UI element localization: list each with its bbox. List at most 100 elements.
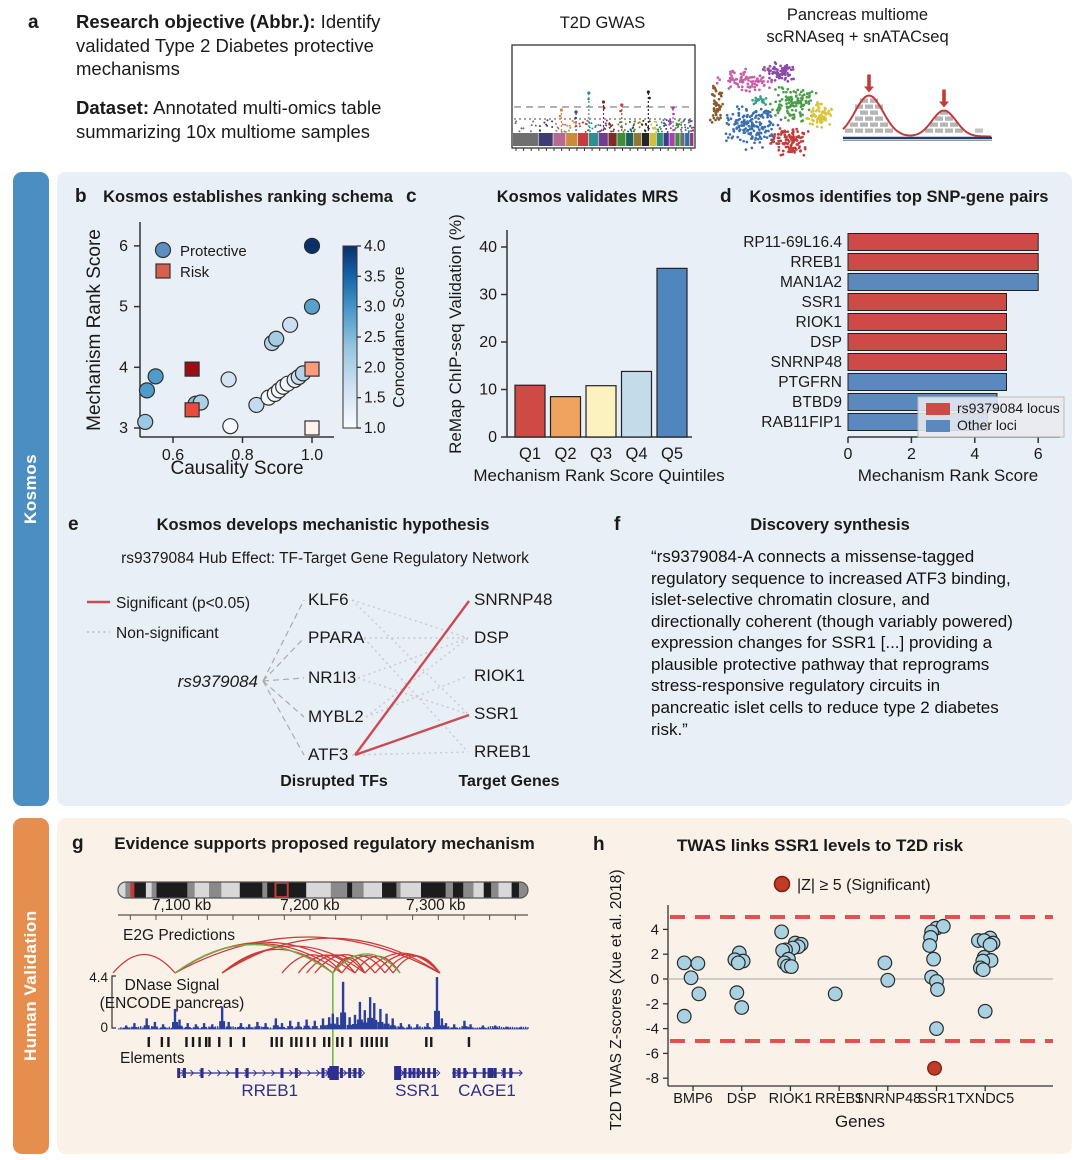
umap-cell-dot bbox=[761, 125, 764, 129]
panel-g-title: Evidence supports proposed regulatory me… bbox=[114, 834, 535, 853]
exon bbox=[321, 1068, 325, 1078]
umap-cell-dot bbox=[773, 79, 777, 82]
dnase-peak bbox=[379, 1008, 382, 1029]
dnase-peak bbox=[297, 1021, 300, 1029]
atac-read-brick bbox=[925, 128, 933, 133]
element-tick bbox=[218, 1037, 221, 1047]
umap-cell-dot bbox=[799, 90, 803, 94]
exon bbox=[416, 1068, 420, 1078]
umap-cell-dot bbox=[753, 141, 756, 145]
gene-label: SNRNP48 bbox=[771, 354, 843, 371]
umap-cell-dot bbox=[815, 118, 819, 122]
exon bbox=[452, 1068, 456, 1078]
dnase-peak bbox=[280, 1023, 284, 1029]
umap-cell-dot bbox=[784, 98, 788, 102]
umap-cell-dot bbox=[712, 99, 716, 103]
umap-cell-dot bbox=[807, 117, 811, 121]
atac-read-brick bbox=[845, 128, 853, 133]
umap-cell-dot bbox=[754, 109, 758, 113]
gwas-chrom-block bbox=[553, 133, 566, 146]
umap-cell-dot bbox=[789, 99, 793, 103]
atac-read-brick bbox=[860, 98, 868, 103]
umap-cell-dot bbox=[801, 119, 805, 123]
umap-cell-dot bbox=[779, 153, 783, 157]
umap-cell-dot bbox=[817, 105, 820, 108]
umap-cell-dot bbox=[735, 126, 739, 130]
legend-rs-swatch bbox=[926, 403, 950, 415]
y-tick-label: 3 bbox=[119, 420, 128, 437]
umap-cell-dot bbox=[750, 146, 754, 150]
umap-cell-dot bbox=[797, 135, 801, 139]
umap-cell-dot bbox=[811, 107, 815, 110]
human-validation-section-bar: Human Validation bbox=[13, 818, 49, 1154]
umap-cell-dot bbox=[794, 91, 798, 94]
umap-cell-dot bbox=[794, 104, 798, 108]
legend-protective-marker bbox=[154, 241, 172, 259]
twas-point bbox=[783, 959, 799, 974]
exon bbox=[502, 1068, 506, 1078]
umap-cell-dot bbox=[778, 127, 782, 130]
umap-cell-dot bbox=[807, 102, 811, 106]
umap-cell-dot bbox=[817, 109, 821, 113]
dnase-peak bbox=[353, 1014, 357, 1029]
dnase-peak bbox=[313, 1020, 316, 1029]
umap-cell-dot bbox=[820, 111, 824, 115]
e2g-arc bbox=[306, 954, 366, 974]
legend-other-label: Other loci bbox=[957, 417, 1017, 433]
exon bbox=[427, 1068, 431, 1078]
tf-node-label: PPARA bbox=[308, 628, 365, 647]
umap-cell-dot bbox=[715, 81, 719, 85]
ideogram-view-box bbox=[274, 881, 289, 899]
umap-cell-dot bbox=[779, 103, 782, 107]
twas-point bbox=[676, 1008, 692, 1024]
umap-cell-dot bbox=[798, 111, 802, 115]
e2g-arc bbox=[297, 954, 356, 974]
umap-cell-dot bbox=[769, 142, 772, 145]
umap-cell-dot bbox=[712, 109, 716, 113]
umap-cell-dot bbox=[777, 105, 781, 109]
umap-cell-dot bbox=[795, 127, 798, 131]
atac-peaks-illustration bbox=[842, 74, 992, 141]
umap-cell-dot bbox=[793, 101, 797, 104]
umap-cell-dot bbox=[714, 104, 718, 108]
gwas-chrom-block bbox=[626, 133, 634, 146]
dnase-peak bbox=[256, 1021, 259, 1029]
umap-cell-dot bbox=[725, 122, 729, 125]
umap-cell-dot bbox=[740, 121, 744, 124]
exon bbox=[457, 1068, 461, 1078]
atac-read-brick bbox=[860, 122, 868, 127]
element-tick bbox=[204, 1037, 208, 1047]
scatter-point-protective bbox=[137, 413, 154, 431]
ruler-label: 7,300 kb bbox=[406, 897, 465, 914]
panel-c-letter: c bbox=[406, 186, 417, 207]
umap-cell-dot bbox=[787, 98, 790, 102]
umap-cell-dot bbox=[739, 77, 743, 81]
gene-label: RIOK1 bbox=[795, 314, 842, 331]
umap-cell-dot bbox=[781, 71, 784, 75]
umap-cell-dot bbox=[746, 85, 750, 89]
umap-cell-dot bbox=[750, 114, 754, 117]
umap-cell-dot bbox=[786, 138, 790, 142]
umap-cell-dot bbox=[745, 109, 748, 112]
umap-cell-dot bbox=[744, 76, 748, 80]
umap-cell-dot bbox=[737, 129, 741, 133]
twas-point bbox=[877, 955, 893, 971]
umap-cell-dot bbox=[729, 70, 732, 74]
y-axis-title: ReMap ChIP-seq Validation (%) bbox=[446, 214, 465, 454]
exon bbox=[493, 1068, 497, 1078]
atac-read-brick bbox=[950, 122, 958, 127]
atac-arrow-icon bbox=[942, 89, 946, 102]
exon bbox=[433, 1068, 437, 1078]
exon bbox=[280, 1068, 284, 1078]
umap-cell-dot bbox=[771, 139, 774, 143]
umap-cell-dot bbox=[777, 142, 781, 145]
bar-MAN1A2 bbox=[847, 273, 1039, 291]
umap-cell-dot bbox=[760, 77, 764, 80]
dnase-peak bbox=[153, 1021, 157, 1029]
exon bbox=[353, 1068, 357, 1078]
x-tick-label: DSP bbox=[727, 1091, 757, 1107]
umap-cell-dot bbox=[785, 102, 788, 106]
panel-e-network: rs9379084 KLF6 PPARA NR1I3 MYBL2 ATF3 SNRNP48 D… bbox=[87, 590, 560, 790]
umap-cell-dot bbox=[782, 90, 785, 94]
bar-Q5 bbox=[656, 267, 688, 438]
